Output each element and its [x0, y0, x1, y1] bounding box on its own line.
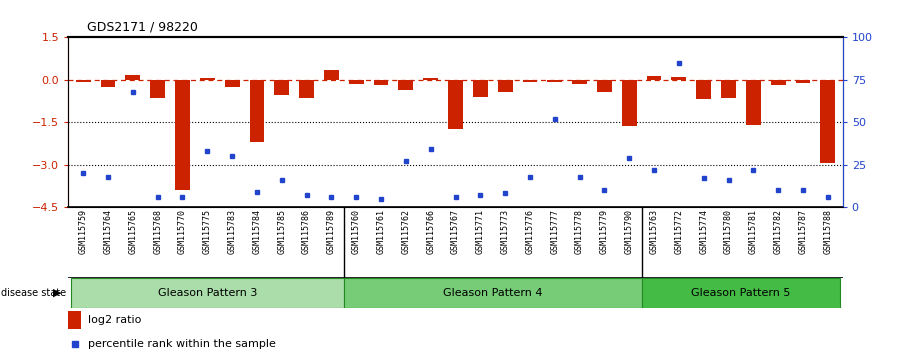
Bar	[641, 278, 840, 308]
Text: GSM115778: GSM115778	[575, 209, 584, 254]
Text: disease state: disease state	[1, 288, 66, 298]
Bar	[523, 80, 537, 82]
Bar	[448, 80, 463, 129]
Bar	[374, 80, 388, 85]
Text: GSM115762: GSM115762	[402, 209, 410, 254]
Text: percentile rank within the sample: percentile rank within the sample	[87, 339, 275, 349]
Text: GSM115775: GSM115775	[203, 209, 212, 254]
Bar	[68, 311, 81, 329]
Text: GSM115787: GSM115787	[798, 209, 807, 254]
Text: GSM115770: GSM115770	[178, 209, 187, 254]
Bar	[76, 80, 91, 82]
Text: GSM115759: GSM115759	[78, 209, 87, 254]
Text: GSM115764: GSM115764	[104, 209, 113, 254]
Text: GSM115765: GSM115765	[128, 209, 138, 254]
Bar	[398, 80, 414, 90]
Bar	[746, 80, 761, 125]
Bar	[572, 80, 587, 84]
Text: GSM115784: GSM115784	[252, 209, 261, 254]
Bar	[622, 80, 637, 126]
Bar	[100, 80, 116, 87]
Bar	[225, 80, 240, 87]
Text: Gleason Pattern 3: Gleason Pattern 3	[158, 288, 257, 298]
Bar	[71, 278, 343, 308]
Text: GSM115781: GSM115781	[749, 209, 758, 254]
Bar	[696, 80, 711, 99]
Text: GSM115772: GSM115772	[674, 209, 683, 254]
Text: GSM115767: GSM115767	[451, 209, 460, 254]
Text: GSM115780: GSM115780	[724, 209, 733, 254]
Bar	[820, 80, 835, 163]
Text: GSM115777: GSM115777	[550, 209, 559, 254]
Text: GSM115761: GSM115761	[376, 209, 385, 254]
Bar	[473, 80, 487, 97]
Text: ▶: ▶	[53, 288, 61, 298]
Bar	[349, 80, 363, 84]
Text: GSM115788: GSM115788	[824, 209, 833, 254]
Bar	[722, 80, 736, 98]
Text: GSM115773: GSM115773	[501, 209, 509, 254]
Text: GSM115779: GSM115779	[600, 209, 609, 254]
Bar	[126, 75, 140, 80]
Bar	[200, 78, 215, 80]
Bar	[795, 80, 811, 83]
Bar	[671, 78, 686, 80]
Bar	[343, 278, 641, 308]
Text: GDS2171 / 98220: GDS2171 / 98220	[87, 21, 198, 34]
Text: GSM115789: GSM115789	[327, 209, 336, 254]
Text: GSM115768: GSM115768	[153, 209, 162, 254]
Text: GSM115785: GSM115785	[277, 209, 286, 254]
Bar	[274, 80, 289, 95]
Text: GSM115763: GSM115763	[650, 209, 659, 254]
Bar	[597, 80, 612, 92]
Text: GSM115774: GSM115774	[699, 209, 708, 254]
Bar	[324, 70, 339, 80]
Bar	[299, 80, 314, 98]
Bar	[647, 76, 661, 80]
Bar	[548, 80, 562, 82]
Text: GSM115786: GSM115786	[302, 209, 311, 254]
Bar	[424, 78, 438, 80]
Bar	[250, 80, 264, 142]
Bar	[497, 80, 513, 92]
Text: Gleason Pattern 4: Gleason Pattern 4	[443, 288, 542, 298]
Text: GSM115760: GSM115760	[352, 209, 361, 254]
Bar	[175, 80, 189, 190]
Text: GSM115771: GSM115771	[476, 209, 485, 254]
Bar	[771, 80, 785, 85]
Text: Gleason Pattern 5: Gleason Pattern 5	[691, 288, 791, 298]
Text: GSM115790: GSM115790	[625, 209, 634, 254]
Text: GSM115766: GSM115766	[426, 209, 435, 254]
Text: GSM115782: GSM115782	[773, 209, 783, 254]
Text: GSM115783: GSM115783	[228, 209, 237, 254]
Text: GSM115776: GSM115776	[526, 209, 535, 254]
Text: log2 ratio: log2 ratio	[87, 315, 141, 325]
Bar	[150, 80, 165, 98]
